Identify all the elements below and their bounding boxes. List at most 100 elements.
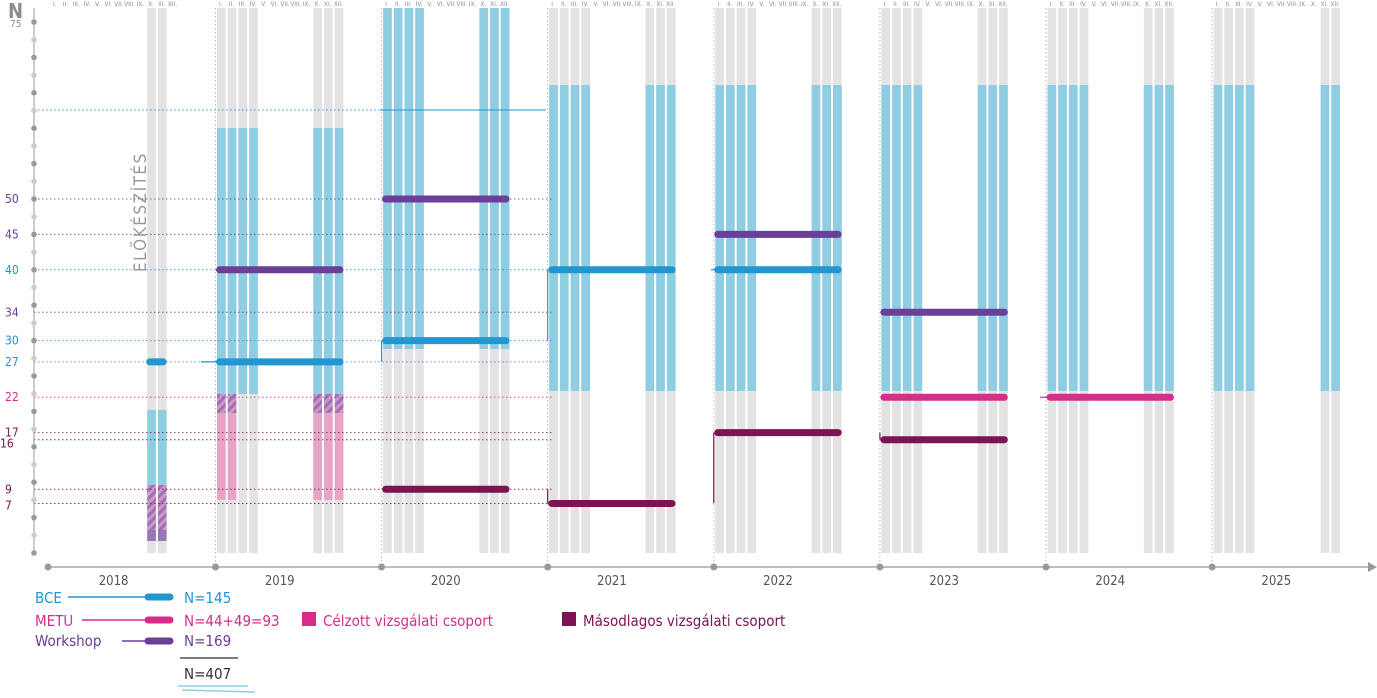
y-axis-dot <box>31 355 37 362</box>
x-axis-marker-3 <box>544 563 552 571</box>
x-axis-arrow <box>1368 562 1377 572</box>
legend: BCE N=145 METU N=44+49=93 Célzott vizsgá… <box>35 589 785 693</box>
band-fill-2020-10-blue <box>479 8 489 349</box>
y-tick-30: 30 <box>5 334 19 348</box>
band-fill-2022-1-blue <box>715 85 724 391</box>
y-tick-22: 22 <box>5 390 19 404</box>
y-tick-45: 45 <box>5 227 19 241</box>
y-tick-17: 17 <box>5 426 19 440</box>
month-label-2025-6: VI. <box>1267 0 1275 8</box>
semester-bands <box>147 8 1340 553</box>
month-label-2019-10: X. <box>314 0 320 8</box>
y-axis-dot <box>31 196 37 202</box>
month-label-2023-6: VI. <box>935 0 943 8</box>
month-label-2023-7: VII. <box>945 0 954 8</box>
y-axis-dot <box>31 532 37 539</box>
legend-workshop-name: Workshop <box>35 632 102 650</box>
y-axis-dot <box>31 444 37 450</box>
month-label-2020-11: XI. <box>490 0 498 8</box>
month-label-2024-9: IX. <box>1133 0 1141 8</box>
month-label-2025-2: II. <box>1225 0 1230 8</box>
month-label-2022-7: VII. <box>779 0 788 8</box>
month-label-2021-11: XI. <box>656 0 664 8</box>
y-axis-label: N <box>8 0 23 23</box>
legend-metu-count: N=44+49=93 <box>184 612 280 630</box>
band-fill-2019-4-blue <box>249 128 258 394</box>
band-fill-2020-1-blue <box>383 8 392 349</box>
month-label-2021-1: I. <box>551 0 555 8</box>
month-label-2021-8: VIII. <box>622 0 633 8</box>
month-label-2018-3: III. <box>73 0 80 8</box>
month-label-2021-12: XII. <box>666 0 675 8</box>
month-label-2020-3: III. <box>405 0 412 8</box>
y-axis-dot <box>31 320 37 326</box>
month-label-2024-12: XII. <box>1164 0 1173 8</box>
band-fill-2019-11-pink <box>324 413 333 500</box>
year-label-2018: 2018 <box>99 574 129 589</box>
month-label-2025-7: VII. <box>1277 0 1286 8</box>
band-fill-2022-12-blue <box>833 85 842 391</box>
month-label-2018-10: X. <box>148 0 154 8</box>
band-fill-2021-3-blue <box>570 85 580 391</box>
month-label-2018-8: VIII. <box>124 0 135 8</box>
band-fill-2019-10-hatch <box>313 394 322 413</box>
month-label-2023-12: XII. <box>998 0 1007 8</box>
y-axis-dot <box>31 143 37 149</box>
month-label-2020-6: VI. <box>437 0 445 8</box>
band-fill-2021-10-blue <box>645 85 655 391</box>
band-fill-2024-2-blue <box>1058 85 1067 391</box>
band-fill-2019-11-hatch <box>324 394 333 413</box>
band-fill-2025-1-blue <box>1213 85 1223 391</box>
month-label-2025-10: X. <box>1311 0 1317 8</box>
y-axis-dot <box>31 373 37 379</box>
band-fill-2024-12-blue <box>1165 85 1174 391</box>
band-fill-2019-12-hatch <box>334 394 344 413</box>
month-label-2023-11: XI. <box>988 0 996 8</box>
band-fill-2024-11-blue <box>1154 85 1164 391</box>
month-label-2019-8: VIII. <box>290 0 301 8</box>
y-axis-dot <box>31 408 37 415</box>
y-top-tick-label: 75 <box>10 19 21 30</box>
y-axis-dot <box>31 19 37 25</box>
month-label-2023-1: I. <box>883 0 887 8</box>
month-label-2018-6: VI. <box>104 0 112 8</box>
y-axis-dot <box>31 213 37 220</box>
x-axis-marker-6 <box>1042 563 1050 571</box>
y-axis-dot <box>31 90 37 96</box>
legend-workshop-count: N=169 <box>184 632 231 650</box>
y-axis-dot <box>31 249 37 255</box>
y-tick-50: 50 <box>5 192 19 206</box>
x-axis-marker-4 <box>710 563 718 571</box>
band-fill-2020-3-blue <box>404 8 414 349</box>
band-fill-2023-11-blue <box>988 85 998 391</box>
month-labels: X. XI. XII. I. II. III. IV. V. VI. VII. VIII. IX. X.… <box>53 0 1340 8</box>
band-fill-2021-12-blue <box>666 85 676 391</box>
band-fill-2019-12-pink <box>334 413 344 500</box>
y-tick-34: 34 <box>5 305 19 319</box>
band-fill-2020-12-blue <box>500 8 510 349</box>
band-fill-2025-2-blue <box>1224 85 1233 391</box>
month-label-2025-11: XI. <box>1321 0 1329 8</box>
y-axis-dot <box>31 426 37 432</box>
band-fill-2019-2-hatch <box>227 394 237 413</box>
month-label-2022-3: III. <box>737 0 744 8</box>
band-fill-2019-1-blue <box>217 128 226 394</box>
band-fill-2018-10-blue <box>147 410 156 485</box>
month-label-2021-3: III. <box>571 0 578 8</box>
month-label-2019-2: II. <box>229 0 234 8</box>
y-tick-40: 40 <box>5 263 19 277</box>
month-label-2018-5: V. <box>95 0 100 8</box>
band-fill-2019-1-hatch <box>217 394 226 413</box>
band-fill-2023-10-blue <box>977 85 987 391</box>
y-axis-dot <box>31 125 37 131</box>
month-label-2024-6: VI. <box>1101 0 1109 8</box>
month-label-2023-9: IX. <box>967 0 975 8</box>
month-label-2024-1: I. <box>1050 0 1054 8</box>
y-tick-27: 27 <box>5 355 19 369</box>
y-axis-dot <box>31 284 37 291</box>
month-label-2020-2: II. <box>395 0 400 8</box>
band-fill-2024-3-blue <box>1068 85 1078 391</box>
month-label-2021-5: V. <box>593 0 598 8</box>
y-axis-dot <box>31 54 37 61</box>
